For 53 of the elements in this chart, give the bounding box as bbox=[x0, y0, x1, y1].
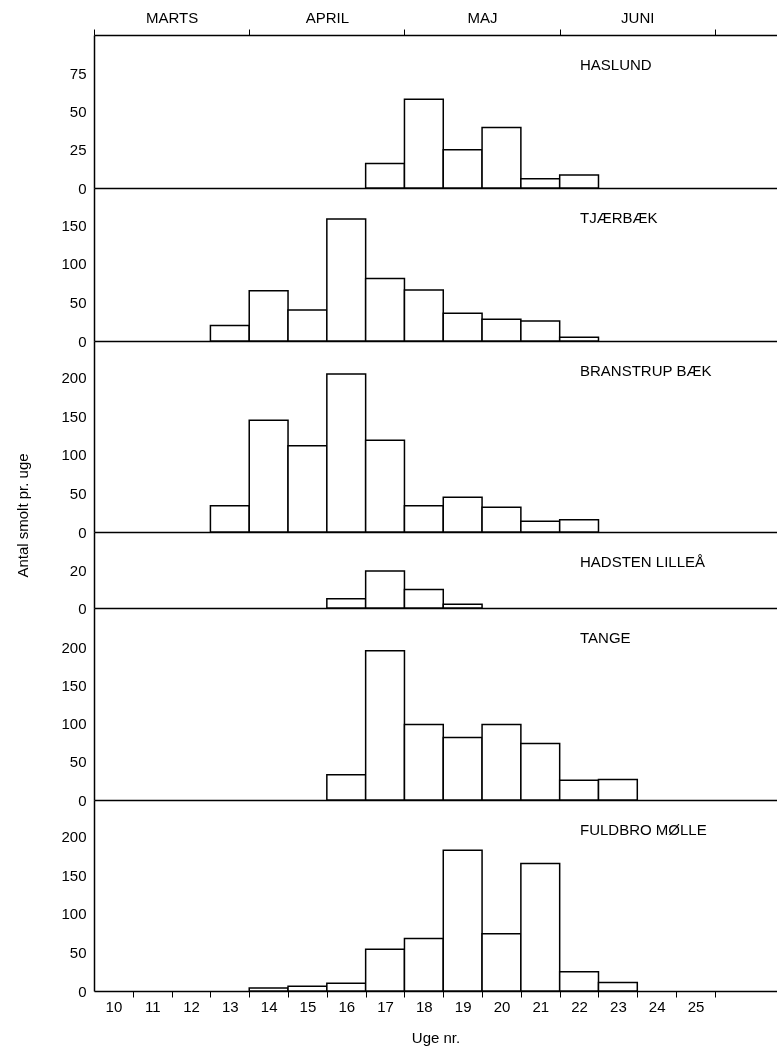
y-tick-label: 0 bbox=[78, 523, 87, 541]
y-tick-label: 100 bbox=[61, 715, 87, 733]
y-tick-label: 200 bbox=[61, 639, 87, 657]
text: FULDBRO MØLLE bbox=[580, 821, 707, 838]
text: HADSTEN LILLEÅ bbox=[580, 553, 706, 570]
y-tick-label: 50 bbox=[69, 943, 87, 961]
y-tick-label: 75 bbox=[69, 64, 87, 82]
x-tick-label: 24 bbox=[648, 997, 666, 1015]
x-tick-label: 25 bbox=[687, 997, 705, 1015]
y-tick-label: 50 bbox=[69, 484, 87, 502]
x-tick-label: 20 bbox=[493, 997, 511, 1015]
y-tick-label: 50 bbox=[69, 753, 87, 771]
text: TANGE bbox=[580, 629, 631, 646]
y-tick-label: 50 bbox=[69, 103, 87, 120]
y-tick-label: 100 bbox=[61, 255, 87, 273]
x-tick-label: 11 bbox=[144, 997, 161, 1015]
y-axis-title: Antal smolt pr. uge bbox=[13, 453, 31, 578]
y-tick-label: 200 bbox=[61, 369, 87, 387]
y-tick-label: 100 bbox=[61, 446, 87, 464]
y-tick-label: 0 bbox=[78, 982, 87, 1000]
y-tick-label: 25 bbox=[69, 141, 87, 159]
y-tick-label: 100 bbox=[61, 905, 87, 923]
x-tick-label: 18 bbox=[416, 997, 433, 1015]
y-tick-label: 0 bbox=[78, 179, 87, 197]
y-tick-label: 150 bbox=[61, 216, 87, 234]
x-tick-label: 12 bbox=[183, 997, 200, 1015]
y-tick-label: 50 bbox=[69, 293, 87, 311]
text: APRIL bbox=[305, 8, 350, 26]
y-tick-label: 200 bbox=[61, 827, 87, 845]
x-tick-label: 22 bbox=[571, 997, 588, 1015]
text: HASLUND bbox=[580, 56, 652, 73]
text: BRANSTRUP BÆK bbox=[580, 362, 712, 379]
y-tick-label: 150 bbox=[61, 677, 87, 695]
x-tick-label: 13 bbox=[221, 997, 239, 1015]
text: TJÆRBÆK bbox=[580, 209, 658, 226]
y-tick-label: 0 bbox=[78, 332, 87, 350]
y-tick-label: 0 bbox=[78, 599, 87, 617]
x-tick-label: 19 bbox=[454, 997, 472, 1015]
x-tick-label: 16 bbox=[338, 997, 356, 1015]
x-tick-label: 15 bbox=[299, 997, 317, 1015]
y-tick-label: 20 bbox=[69, 562, 87, 580]
x-tick-label: 10 bbox=[105, 997, 123, 1015]
x-tick-label: 17 bbox=[377, 997, 394, 1015]
x-axis-title: Uge nr. bbox=[411, 1028, 461, 1046]
y-tick-label: 150 bbox=[61, 866, 87, 884]
x-tick-label: 23 bbox=[610, 997, 627, 1015]
y-tick-label: 0 bbox=[78, 791, 87, 809]
x-tick-label: 21 bbox=[532, 997, 550, 1015]
x-tick-label: 14 bbox=[260, 997, 278, 1015]
text: MARTS bbox=[146, 8, 199, 26]
text: MAJ bbox=[467, 8, 498, 26]
y-tick-label: 150 bbox=[61, 407, 87, 425]
text: JUNI bbox=[621, 8, 655, 26]
